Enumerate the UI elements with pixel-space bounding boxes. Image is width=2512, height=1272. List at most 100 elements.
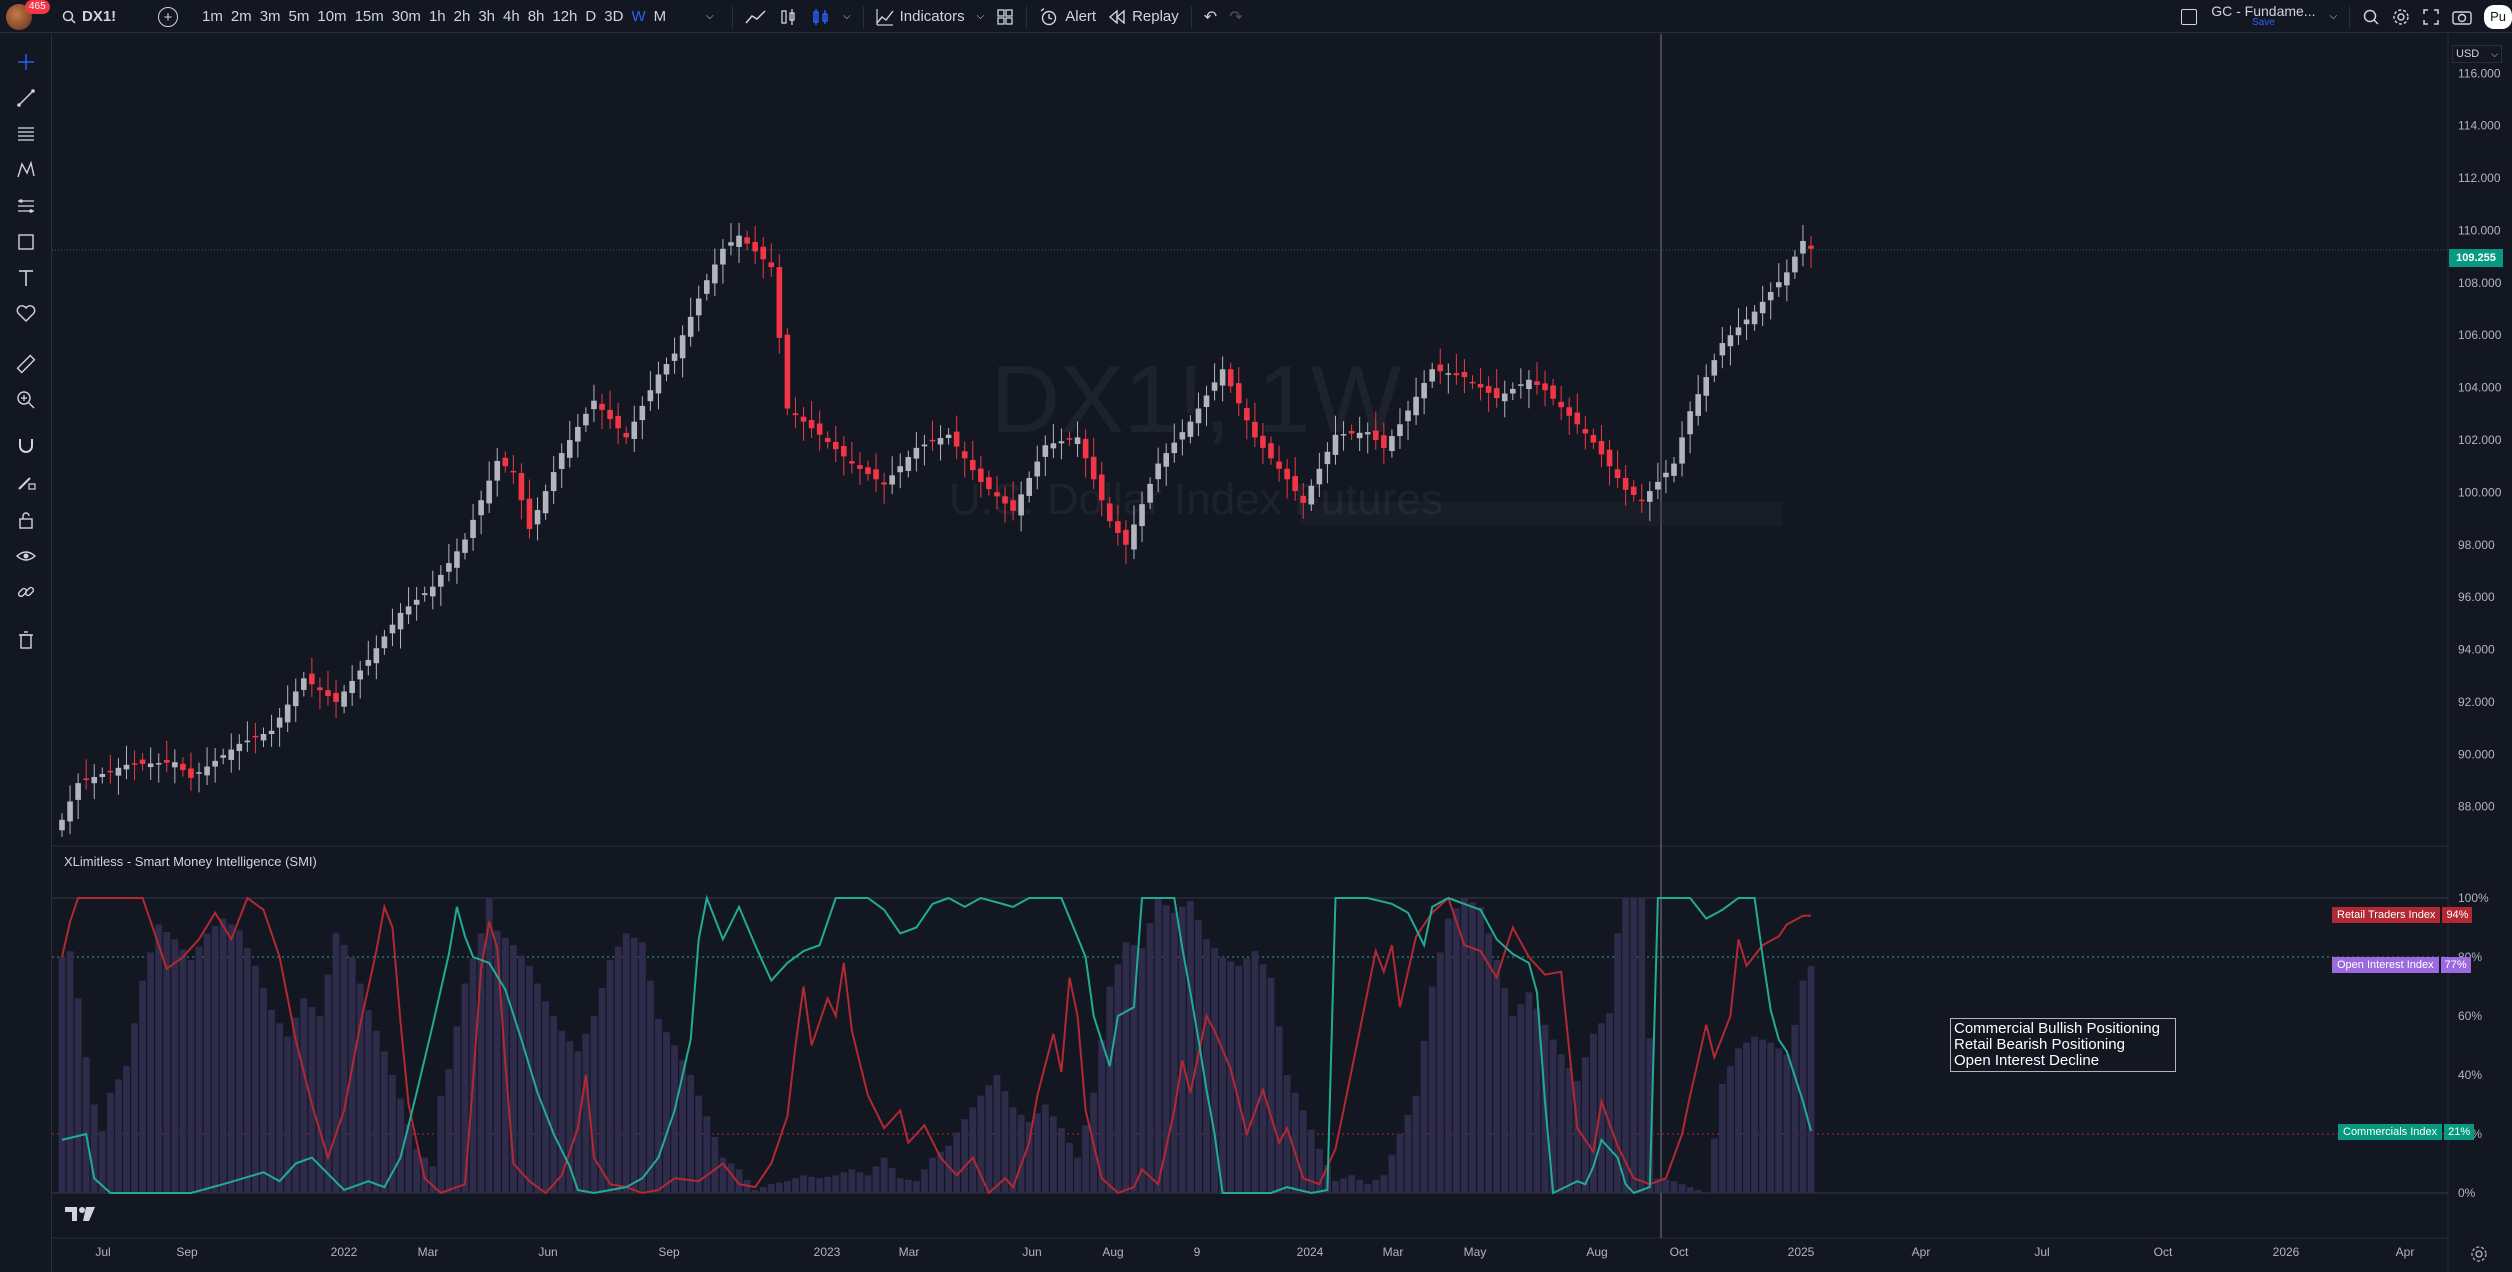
candle-body [1235,383,1242,404]
heart-tool[interactable] [13,301,39,327]
candle-body [365,660,372,666]
oi-bar [389,1075,396,1193]
candle-body [1171,442,1178,454]
oi-bar [219,918,227,1193]
interval-3h[interactable]: 3h [478,8,495,25]
retail-index-value: 94% [2442,907,2473,923]
candle-body [986,477,992,490]
interval-4h[interactable]: 4h [503,8,520,25]
gear-icon[interactable] [2470,1245,2488,1263]
shape-icon [18,234,34,250]
alert-button[interactable]: Alert [1033,0,1102,33]
time-tick-label: Aug [1102,1245,1123,1259]
fullscreen-button[interactable] [2416,0,2446,33]
candle-body [1510,388,1516,394]
settings-button[interactable] [2386,0,2416,33]
interval-1m[interactable]: 1m [202,8,223,25]
oi-bar [1791,1024,1799,1193]
chevron-down-icon: ⌵ [706,11,714,22]
interval-M[interactable]: M [653,8,667,25]
publish-button[interactable]: Pu [2484,4,2512,29]
oi-bar [1211,948,1218,1193]
time-tick-label: Apr [2396,1245,2415,1259]
zoom-tool[interactable] [13,387,39,413]
layout-checkbox[interactable] [2175,0,2203,33]
oi-bar [1581,1057,1589,1193]
interval-12h[interactable]: 12h [552,8,578,25]
layout-name[interactable]: GC - Fundame... Save [2211,4,2315,29]
symbol-search[interactable]: DX1! [62,0,116,33]
undo-button[interactable]: ↶ [1198,0,1223,33]
interval-15m[interactable]: 15m [354,8,384,25]
chevron-down-icon: ⌵ [2329,11,2338,22]
interval-8h[interactable]: 8h [527,8,545,25]
layouts-button[interactable] [990,0,1020,33]
quick-search-button[interactable] [2356,0,2386,33]
oi-bar [1106,986,1114,1193]
indicator-tick-label: 60% [2458,1009,2482,1023]
oi-bar [1033,1113,1041,1193]
indicators-button[interactable]: Indicators ⌵ [870,0,991,33]
candle-body [494,460,501,481]
currency-selector[interactable]: USD ⌵ [2452,45,2502,63]
interval-2m[interactable]: 2m [230,8,252,25]
candle-style-button[interactable] [805,0,837,33]
oi-bar [1622,898,1630,1193]
layout-dropdown[interactable]: ⌵ [2324,0,2344,33]
candle-body [75,783,81,800]
candle-body [1066,438,1073,440]
interval-30m[interactable]: 30m [391,8,421,25]
link-tool[interactable] [13,579,39,605]
oi-bar [235,930,243,1193]
compare-add-button[interactable]: + [158,7,178,27]
shape-tool[interactable] [13,229,39,255]
notification-badge: 465 [25,0,50,14]
oi-bar [1509,1016,1517,1193]
projection-tool[interactable] [13,193,39,219]
interval-1h[interactable]: 1h [428,8,446,25]
interval-dropdown[interactable]: ⌵ [706,0,714,33]
candle-body [1792,256,1798,273]
candle-body [1147,483,1153,503]
interval-3m[interactable]: 3m [259,8,281,25]
oi-bar [711,1136,719,1193]
candle-body [172,762,178,768]
bars-icon [781,8,795,25]
interval-W[interactable]: W [631,8,646,25]
interval-D[interactable]: D [585,8,597,25]
trash-tool[interactable] [13,627,39,653]
trend-line-tool[interactable] [13,85,39,111]
crosshair-icon [18,54,34,70]
lock-tool[interactable] [13,507,39,533]
chevron-down-icon: ⌵ [843,11,851,22]
magnet-tool[interactable] [13,433,39,459]
line-style-button[interactable] [739,0,773,33]
snapshot-button[interactable] [2446,0,2478,33]
candle-body [542,491,549,514]
oi-bar [1686,1187,1694,1193]
indicator-title[interactable]: XLimitless - Smart Money Intelligence (S… [64,854,317,869]
chart-type-dropdown[interactable]: ⌵ [837,0,857,33]
oi-bar [840,1172,848,1193]
oi-bar [1348,1175,1355,1193]
pencil-lock-tool[interactable] [13,469,39,495]
interval-3D[interactable]: 3D [604,8,624,25]
interval-5m[interactable]: 5m [288,8,310,25]
time-tick-label: Jun [538,1245,557,1259]
bar-style-button[interactable] [773,0,805,33]
alarm-clock-icon [1040,7,1057,25]
fib-tool[interactable] [13,121,39,147]
text-tool[interactable] [13,265,39,291]
eye-tool[interactable] [13,543,39,569]
interval-2h[interactable]: 2h [453,8,471,25]
replay-button[interactable]: Replay [1102,0,1185,33]
tradingview-logo[interactable] [64,1205,98,1223]
crosshair-tool[interactable] [13,49,39,75]
interval-10m[interactable]: 10m [317,8,347,25]
pattern-tool[interactable] [13,157,39,183]
oi-bar [1396,1134,1404,1193]
ruler-tool[interactable] [13,351,39,377]
candle-body [180,763,186,771]
redo-button[interactable]: ↷ [1223,0,1248,33]
